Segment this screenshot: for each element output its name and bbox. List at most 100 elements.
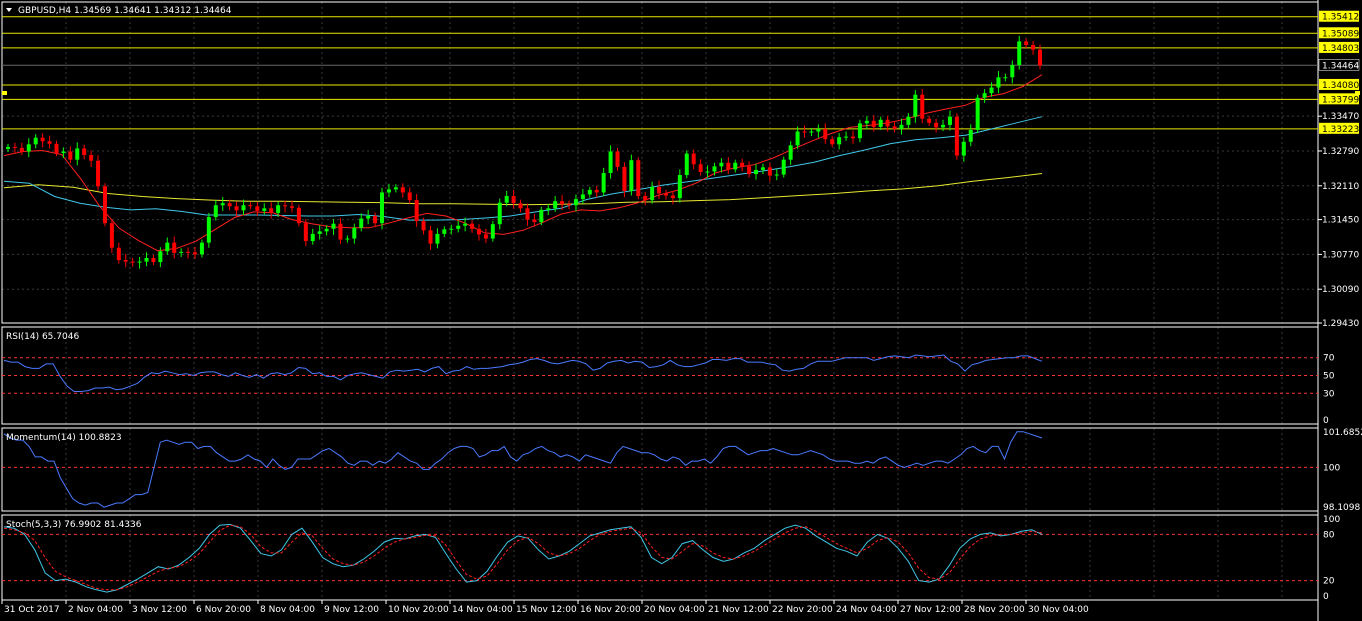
candle[interactable] xyxy=(580,194,585,200)
candle[interactable] xyxy=(657,186,662,194)
level-handle-left[interactable] xyxy=(2,91,7,95)
candle[interactable] xyxy=(947,116,952,125)
candle[interactable] xyxy=(303,223,308,242)
candle[interactable] xyxy=(601,172,606,193)
candle[interactable] xyxy=(906,116,911,125)
candle[interactable] xyxy=(54,143,59,154)
candle[interactable] xyxy=(33,137,38,145)
candle[interactable] xyxy=(345,238,350,240)
candle[interactable] xyxy=(116,247,121,261)
candle[interactable] xyxy=(234,206,239,211)
candle[interactable] xyxy=(186,251,191,253)
candle[interactable] xyxy=(608,151,613,173)
candle[interactable] xyxy=(719,162,724,167)
candle[interactable] xyxy=(47,141,52,144)
candle[interactable] xyxy=(615,151,620,167)
candle[interactable] xyxy=(359,218,364,228)
candle[interactable] xyxy=(400,187,405,193)
candle[interactable] xyxy=(269,208,274,213)
candle[interactable] xyxy=(165,242,170,252)
candle[interactable] xyxy=(40,137,45,142)
candle[interactable] xyxy=(546,208,551,210)
candle[interactable] xyxy=(594,189,599,193)
candle[interactable] xyxy=(1031,45,1036,50)
rsi-pane[interactable]: RSI(14) 65.7046 70 50 30 0 xyxy=(2,332,1335,426)
candle[interactable] xyxy=(968,129,973,142)
candle[interactable] xyxy=(629,160,634,191)
candle[interactable] xyxy=(726,162,731,170)
candle[interactable] xyxy=(179,251,184,253)
candle[interactable] xyxy=(650,186,655,201)
candle[interactable] xyxy=(248,205,253,207)
candle[interactable] xyxy=(380,192,385,224)
candle[interactable] xyxy=(1010,64,1015,78)
candle[interactable] xyxy=(61,151,66,154)
candle[interactable] xyxy=(386,189,391,193)
candle[interactable] xyxy=(296,207,301,224)
candle[interactable] xyxy=(366,216,371,219)
candle[interactable] xyxy=(331,223,336,229)
candle[interactable] xyxy=(698,164,703,172)
candle[interactable] xyxy=(954,116,959,156)
candle[interactable] xyxy=(414,200,419,222)
candle[interactable] xyxy=(82,148,87,156)
candle[interactable] xyxy=(497,202,502,225)
candle[interactable] xyxy=(463,223,468,226)
candle[interactable] xyxy=(1038,49,1042,66)
candle[interactable] xyxy=(878,119,883,127)
candle[interactable] xyxy=(899,124,904,129)
candle[interactable] xyxy=(754,169,759,175)
candle[interactable] xyxy=(283,205,288,207)
candle[interactable] xyxy=(276,205,281,213)
candle[interactable] xyxy=(289,206,294,208)
candle[interactable] xyxy=(802,131,807,133)
candle[interactable] xyxy=(12,146,17,148)
candle[interactable] xyxy=(6,146,10,149)
candle[interactable] xyxy=(560,201,565,205)
candle[interactable] xyxy=(774,174,779,176)
candle[interactable] xyxy=(213,205,218,218)
candle[interactable] xyxy=(68,151,73,160)
candle[interactable] xyxy=(137,261,142,263)
support-resistance-levels[interactable] xyxy=(2,16,1318,130)
candle[interactable] xyxy=(747,166,752,175)
candle[interactable] xyxy=(830,139,835,145)
candle[interactable] xyxy=(193,252,198,255)
candle[interactable] xyxy=(476,228,481,235)
candle[interactable] xyxy=(892,126,897,129)
candle[interactable] xyxy=(684,153,689,176)
candle[interactable] xyxy=(130,261,135,263)
candle[interactable] xyxy=(241,205,246,211)
candle[interactable] xyxy=(927,118,932,123)
level-handle-right[interactable] xyxy=(1355,91,1360,95)
candle[interactable] xyxy=(636,160,641,197)
candle[interactable] xyxy=(338,223,343,240)
candle[interactable] xyxy=(1003,77,1008,79)
candle[interactable] xyxy=(89,155,94,161)
candle[interactable] xyxy=(712,166,717,172)
candle[interactable] xyxy=(670,195,675,199)
candle[interactable] xyxy=(663,193,668,196)
candle[interactable] xyxy=(151,257,156,263)
candle[interactable] xyxy=(158,251,163,263)
candle[interactable] xyxy=(255,206,260,211)
candle[interactable] xyxy=(435,233,440,244)
candle[interactable] xyxy=(26,144,31,152)
candle[interactable] xyxy=(961,141,966,156)
candle[interactable] xyxy=(941,124,946,128)
candle[interactable] xyxy=(75,148,80,160)
candle[interactable] xyxy=(705,171,710,173)
candle[interactable] xyxy=(982,93,987,98)
candle[interactable] xyxy=(643,196,648,201)
candle[interactable] xyxy=(96,160,101,187)
candle[interactable] xyxy=(407,192,412,201)
candle[interactable] xyxy=(871,120,876,127)
candle[interactable] xyxy=(393,187,398,190)
candle[interactable] xyxy=(823,128,828,140)
candle[interactable] xyxy=(199,242,204,255)
candle[interactable] xyxy=(123,260,128,262)
candle[interactable] xyxy=(975,97,980,130)
candle[interactable] xyxy=(913,94,918,117)
candle[interactable] xyxy=(373,216,378,224)
candle[interactable] xyxy=(511,196,516,204)
